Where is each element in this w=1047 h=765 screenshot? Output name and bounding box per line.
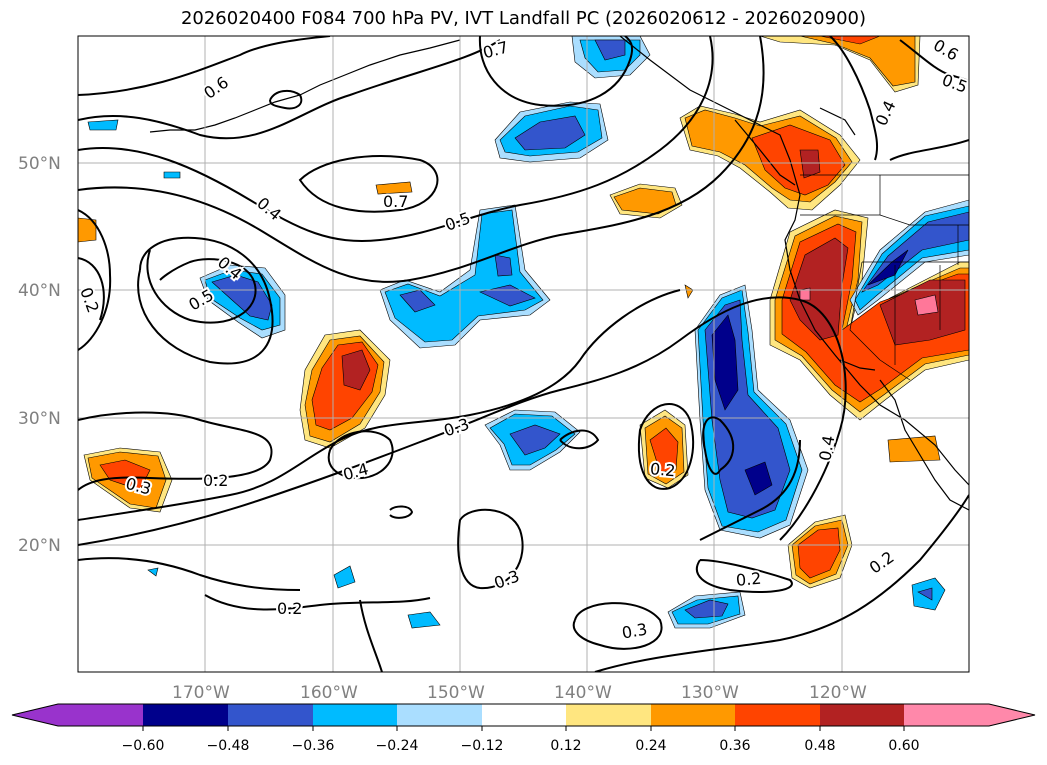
lat-label: 50°N bbox=[18, 154, 61, 174]
contour-label: 0.2 bbox=[203, 471, 228, 490]
lon-label: 120°W bbox=[809, 683, 867, 703]
pv-contours bbox=[78, 36, 969, 672]
latitude-labels: 50°N 40°N 30°N 20°N bbox=[18, 154, 61, 556]
lat-label: 40°N bbox=[18, 281, 61, 301]
colorbar-segment bbox=[735, 704, 820, 726]
map-title: 2026020400 F084 700 hPa PV, IVT Landfall… bbox=[180, 8, 867, 29]
longitude-labels: 170°W 160°W 150°W 140°W 130°W 120°W bbox=[172, 683, 867, 703]
colorbar-segment bbox=[228, 704, 313, 726]
colorbar-tick-label: −0.12 bbox=[461, 738, 504, 754]
colorbar-segment bbox=[397, 704, 482, 726]
colorbar-segment bbox=[313, 704, 397, 726]
colorbar-segment bbox=[482, 704, 566, 726]
colorbar-tick-label: 0.60 bbox=[888, 738, 919, 754]
lon-label: 160°W bbox=[300, 683, 358, 703]
lon-label: 140°W bbox=[554, 683, 612, 703]
contour-label: 0.2 bbox=[277, 599, 302, 618]
colorbar-segment bbox=[904, 704, 989, 726]
lon-label: 170°W bbox=[172, 683, 230, 703]
state-borders bbox=[800, 174, 969, 381]
map-frame bbox=[77, 35, 970, 673]
colorbar: −0.60 −0.48 −0.36 −0.24 −0.12 0.12 0.24 … bbox=[11, 703, 1036, 754]
colorbar-tick-label: 0.48 bbox=[804, 738, 835, 754]
contour-label: 0.7 bbox=[383, 192, 408, 211]
colorbar-tick-label: 0.36 bbox=[719, 738, 750, 754]
contour-label: 0.2 bbox=[649, 459, 676, 480]
colorbar-extend-low bbox=[12, 704, 58, 726]
colorbar-tick-label: 0.24 bbox=[635, 738, 666, 754]
colorbar-segment bbox=[820, 704, 904, 726]
contour-label: 0.2 bbox=[735, 569, 762, 590]
lon-label: 150°W bbox=[427, 683, 485, 703]
colorbar-segment bbox=[566, 704, 651, 726]
colorbar-tick-label: −0.36 bbox=[292, 738, 335, 754]
lat-label: 30°N bbox=[18, 409, 61, 429]
lat-label: 20°N bbox=[18, 536, 61, 556]
colorbar-segment bbox=[58, 704, 143, 726]
colorbar-tick-label: −0.24 bbox=[376, 738, 419, 754]
colorbar-segment bbox=[143, 704, 228, 726]
colorbar-tick-label: −0.60 bbox=[122, 738, 165, 754]
lon-label: 130°W bbox=[681, 683, 739, 703]
colorbar-tick-label: 0.12 bbox=[550, 738, 581, 754]
ivt-shading bbox=[78, 36, 969, 629]
colorbar-extend-high bbox=[989, 704, 1035, 726]
colorbar-tick-label: −0.48 bbox=[207, 738, 250, 754]
colorbar-segment bbox=[651, 704, 735, 726]
